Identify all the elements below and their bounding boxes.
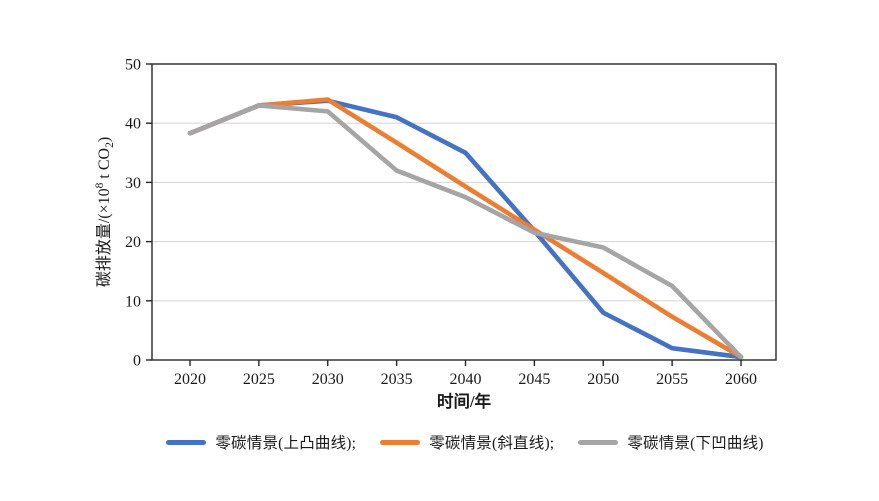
y-tick-label: 50 <box>125 57 141 74</box>
y-axis: 0 10 20 30 40 50 <box>125 57 152 370</box>
legend-swatch-orange <box>380 439 421 445</box>
series-line-0 <box>187 98 744 360</box>
x-tick-label: 2020 <box>174 371 206 388</box>
gridlines <box>152 122 776 302</box>
y-tick-label: 0 <box>133 353 141 370</box>
legend-item-concave-curve: 零碳情景(下凹曲线) <box>578 431 763 453</box>
y-tick-label: 30 <box>125 175 141 192</box>
legend-item-convex-curve: 零碳情景(上凸曲线); <box>166 431 356 453</box>
x-tick-label: 2035 <box>381 371 413 388</box>
x-tick-label: 2045 <box>518 371 550 388</box>
y-tick-label: 20 <box>125 234 141 251</box>
series-line-1 <box>187 97 744 360</box>
x-axis-title: 时间/年 <box>437 391 492 411</box>
x-tick-label: 2025 <box>243 371 275 388</box>
x-tick-label: 2040 <box>450 371 482 388</box>
x-axis: 2020 2025 2030 2035 2040 2045 2050 2055 2060 <box>174 360 757 388</box>
legend-swatch-gray <box>578 439 619 445</box>
plot-area-border <box>151 63 777 361</box>
x-tick-label: 2060 <box>725 371 757 388</box>
legend-label-straight-line: 零碳情景(斜直线); <box>429 435 555 452</box>
x-tick-label: 2050 <box>587 371 619 388</box>
x-tick-label: 2055 <box>656 371 688 388</box>
series-lines <box>187 97 744 360</box>
y-tick-label: 40 <box>125 116 141 133</box>
x-tick-label: 2030 <box>312 371 344 388</box>
chart-legend: 零碳情景(上凸曲线); 零碳情景(斜直线); 零碳情景(下凹曲线) <box>140 431 790 453</box>
y-axis-title: 碳排放量/(×108 t CO2) <box>94 137 116 287</box>
legend-label-concave-curve: 零碳情景(下凹曲线) <box>627 435 764 452</box>
legend-swatch-blue <box>166 439 207 445</box>
y-tick-label: 10 <box>125 293 141 310</box>
legend-item-straight-line: 零碳情景(斜直线); <box>380 431 554 453</box>
series-line-2 <box>187 103 744 360</box>
legend-label-convex-curve: 零碳情景(上凸曲线); <box>215 435 357 452</box>
